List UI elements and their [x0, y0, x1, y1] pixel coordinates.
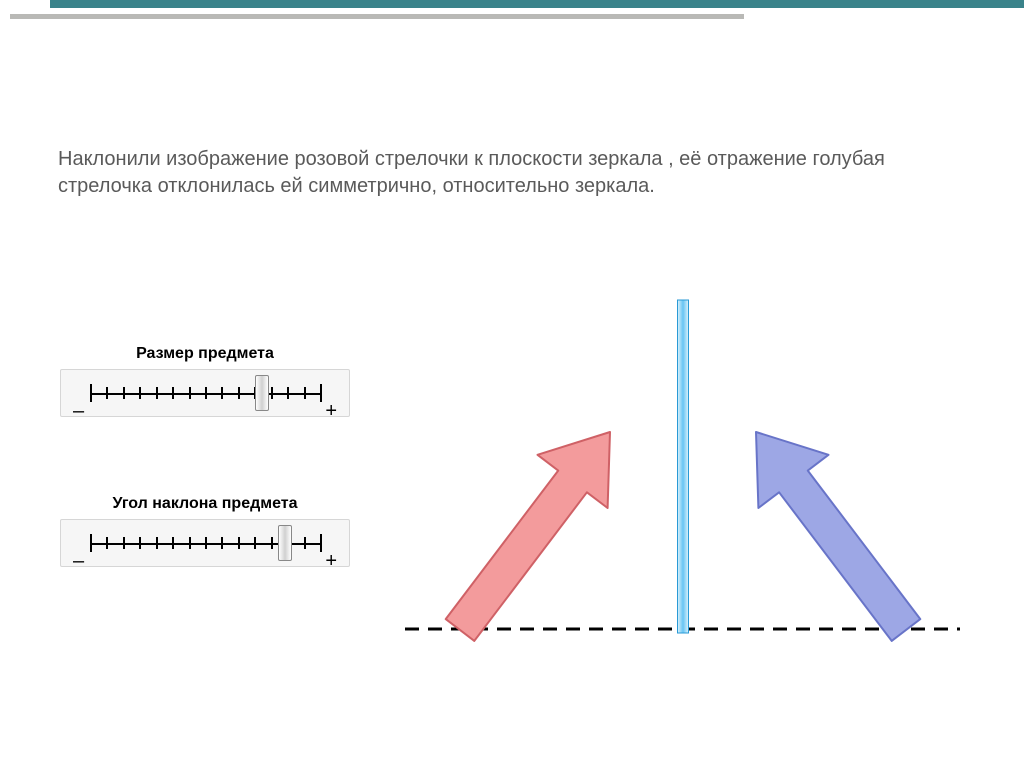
reflection-arrow [756, 432, 920, 641]
reflection-diagram [0, 0, 1024, 768]
object-arrow [446, 432, 610, 641]
mirror [678, 300, 689, 633]
